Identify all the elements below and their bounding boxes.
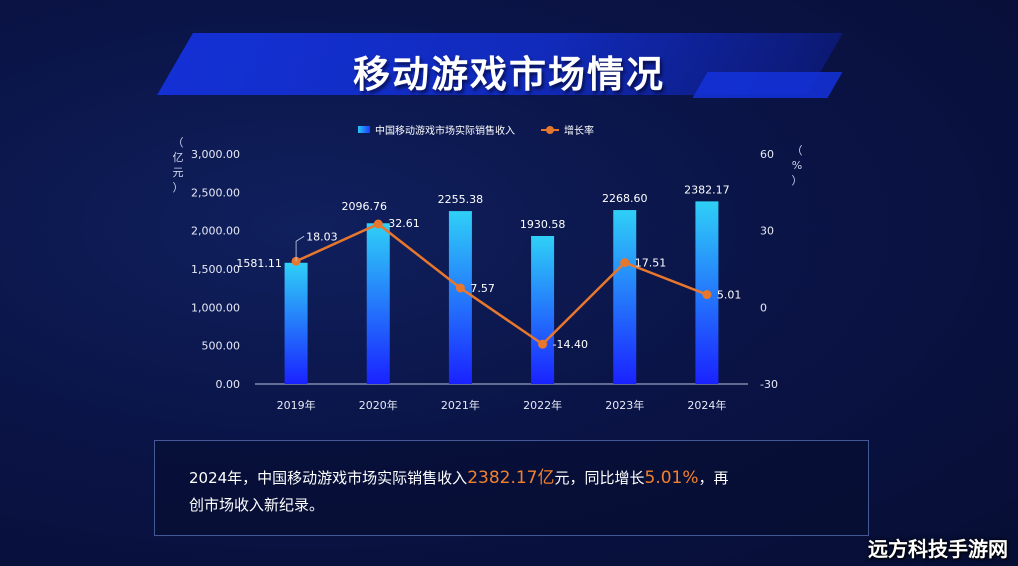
bar-value-label: 2255.38 xyxy=(438,193,484,206)
legend-line-swatch xyxy=(541,125,559,134)
legend-bar-label: 中国移动游戏市场实际销售收入 xyxy=(375,126,515,137)
y-left-tick-label: 1,500.00 xyxy=(191,263,240,276)
bar-value-label: 2382.17 xyxy=(684,183,730,196)
line-value-label: -14.40 xyxy=(553,338,588,351)
y-left-tick-label: 1,000.00 xyxy=(191,301,240,314)
bar xyxy=(366,223,390,384)
summary-line-2: 创市场收入新纪录。 xyxy=(189,496,325,514)
y-right-tick-label: 30 xyxy=(760,225,774,238)
y-right-unit-char: （ xyxy=(791,144,803,157)
y-right-unit: （ % ） xyxy=(790,143,804,188)
bar xyxy=(448,211,472,384)
chart-legend: 中国移动游戏市场实际销售收入 增长率 xyxy=(358,122,594,137)
summary-growth: 5.01% xyxy=(644,468,699,488)
growth-point xyxy=(620,258,630,268)
line-value-label: 17.51 xyxy=(635,257,667,270)
x-tick-label: 2020年 xyxy=(359,398,398,412)
summary-box: 2024年，中国移动游戏市场实际销售收入2382.17亿元，同比增长5.01%，… xyxy=(154,440,869,536)
y-right-tick-label: 60 xyxy=(760,148,774,161)
y-right-tick-label: -30 xyxy=(760,378,778,391)
x-tick-label: 2024年 xyxy=(687,398,726,412)
y-left-tick-label: 0.00 xyxy=(216,378,241,391)
label-leader-line xyxy=(295,235,305,262)
y-right-tick-label: 0 xyxy=(760,301,767,314)
x-tick-label: 2022年 xyxy=(523,398,562,412)
y-right-unit-char: % xyxy=(791,159,803,172)
bar xyxy=(284,262,308,384)
y-left-unit-char: 元 xyxy=(172,166,184,179)
growth-point xyxy=(373,219,383,229)
line-value-label: 7.57 xyxy=(470,282,495,295)
x-tick-label: 2019年 xyxy=(277,398,316,412)
watermark: 远方科技手游网 xyxy=(868,537,1008,561)
legend-bar-swatch xyxy=(358,126,370,133)
summary-text: ，再 xyxy=(698,469,729,487)
summary-line-1: 2024年，中国移动游戏市场实际销售收入2382.17亿元，同比增长5.01%，… xyxy=(189,465,834,492)
growth-point xyxy=(538,339,548,349)
x-tick-label: 2021年 xyxy=(441,398,480,412)
line-value-label: 32.61 xyxy=(388,217,420,230)
summary-revenue: 2382.17亿 xyxy=(467,468,555,488)
y-left-unit-char: 亿 xyxy=(172,151,184,164)
y-left-unit-char: （ xyxy=(172,136,184,149)
summary-text: 元，同比增长 xyxy=(554,469,645,487)
bar-value-label: 1581.11 xyxy=(236,257,282,270)
bar-value-label: 2268.60 xyxy=(602,192,648,205)
y-left-unit-char: ） xyxy=(172,181,184,194)
growth-line xyxy=(295,222,708,346)
y-left-unit: （ 亿 元 ） xyxy=(171,135,185,195)
y-left-tick-label: 2,000.00 xyxy=(191,225,240,238)
summary-text: 2024年，中国移动游戏市场实际销售收入 xyxy=(189,469,468,487)
growth-point xyxy=(702,290,712,300)
x-tick-label: 2023年 xyxy=(605,398,644,412)
bar-value-label: 2096.76 xyxy=(342,200,388,213)
bar-value-label: 1930.58 xyxy=(520,218,566,231)
y-right-unit-char: ） xyxy=(791,174,803,187)
y-left-tick-label: 2,500.00 xyxy=(191,186,240,199)
growth-point xyxy=(455,283,465,293)
bar xyxy=(531,235,555,384)
y-left-tick-label: 500.00 xyxy=(202,340,241,353)
combo-chart: 0.00 500.00 1,000.00 1,500.00 2,000.00 2,500.… xyxy=(191,148,778,412)
bar xyxy=(613,210,637,384)
page-title: 移动游戏市场情况 xyxy=(353,53,665,96)
line-value-label: 5.01 xyxy=(717,289,742,302)
line-value-label: 18.03 xyxy=(306,230,338,243)
legend-line-label: 增长率 xyxy=(564,126,594,137)
y-left-tick-label: 3,000.00 xyxy=(191,148,240,161)
